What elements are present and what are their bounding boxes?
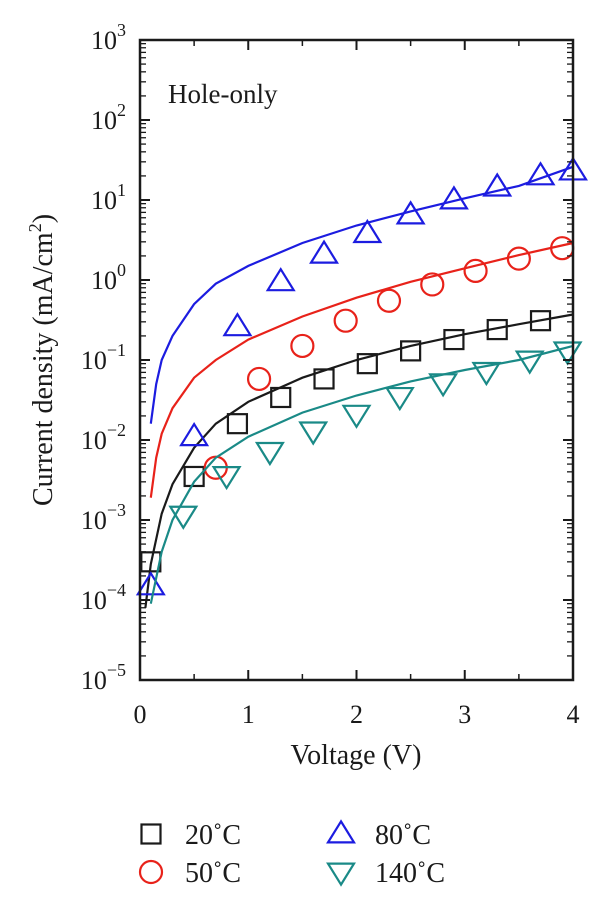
data-point xyxy=(471,361,502,387)
legend-label: 80˚C xyxy=(375,820,431,851)
y-tick-label: 10−4 xyxy=(81,580,126,615)
data-point xyxy=(525,161,556,186)
y-tick-label: 103 xyxy=(91,20,126,55)
legend-marker xyxy=(326,862,356,887)
data-point xyxy=(226,413,249,435)
data-point xyxy=(168,505,199,530)
data-point xyxy=(246,366,272,392)
y-tick-label: 101 xyxy=(91,180,126,215)
y-tick-label-exp: 3 xyxy=(117,20,126,40)
data-point xyxy=(443,328,465,351)
y-tick-label-base: 10 xyxy=(91,186,117,215)
y-tick-label-base: 10 xyxy=(91,266,117,295)
x-tick-label: 1 xyxy=(242,700,255,729)
fit-line xyxy=(149,165,574,424)
x-tick-label: 2 xyxy=(350,700,363,729)
data-point xyxy=(463,258,488,283)
legend-item: 80˚C xyxy=(326,819,431,851)
data-point xyxy=(290,333,315,359)
y-tick-label-base: 10 xyxy=(81,586,107,615)
y-tick-label: 10−2 xyxy=(81,420,126,455)
annotation-label: Hole-only xyxy=(168,79,278,109)
data-point xyxy=(183,465,205,488)
data-point xyxy=(135,571,166,596)
y-tick-label-base: 10 xyxy=(81,426,107,455)
x-tick-label: 4 xyxy=(567,700,580,729)
data-point xyxy=(341,404,372,429)
y-tick-label: 10−1 xyxy=(81,340,126,375)
y-tick-label-exp: −1 xyxy=(107,340,126,360)
y-tick-label-exp: 2 xyxy=(117,100,126,120)
y-axis-title: Current density (mA/cm2) xyxy=(25,214,59,506)
data-point xyxy=(529,310,552,332)
fit-line xyxy=(144,313,574,608)
data-point xyxy=(313,368,335,390)
data-point xyxy=(376,288,402,313)
y-tick-label-base: 10 xyxy=(81,506,107,535)
y-axis-title-sup: 2 xyxy=(25,223,45,232)
data-point xyxy=(482,172,513,197)
legend-label: 140˚C xyxy=(375,858,445,889)
y-tick-label: 10−5 xyxy=(81,660,126,695)
y-tick-label-exp: 1 xyxy=(117,180,126,200)
data-point xyxy=(179,421,210,447)
data-point xyxy=(400,340,422,362)
series-square xyxy=(140,310,574,608)
data-point xyxy=(211,465,242,491)
data-point xyxy=(270,386,292,409)
y-tick-label-base: 10 xyxy=(81,666,107,695)
data-point xyxy=(428,373,459,398)
x-tick-label: 3 xyxy=(458,700,471,729)
y-tick-label: 100 xyxy=(91,260,126,295)
data-point xyxy=(438,185,469,210)
fit-line xyxy=(149,344,574,604)
y-tick-label: 10−3 xyxy=(81,500,126,535)
series-triangle-up xyxy=(135,156,588,596)
y-axis-title-text: Current density (mA/cm xyxy=(28,232,59,506)
data-point xyxy=(420,272,445,297)
series-triangle-down xyxy=(149,341,583,604)
legend-item: 20˚C xyxy=(140,820,241,851)
y-tick-label-exp: 0 xyxy=(117,260,126,280)
y-tick-label-exp: −2 xyxy=(107,420,126,440)
legend-item: 50˚C xyxy=(138,858,241,889)
legend-marker xyxy=(140,823,162,845)
legend-item: 140˚C xyxy=(326,858,445,889)
data-point xyxy=(265,267,296,292)
data-point xyxy=(222,312,253,337)
data-point xyxy=(384,386,415,412)
y-tick-label-exp: −3 xyxy=(107,500,126,520)
y-tick-label-exp: −4 xyxy=(107,580,126,600)
data-point xyxy=(395,200,426,225)
x-axis-title: Voltage (V) xyxy=(291,740,422,771)
legend-marker xyxy=(138,859,164,885)
y-tick-label-base: 10 xyxy=(91,26,117,55)
data-point xyxy=(309,239,339,264)
y-axis-title-close: ) xyxy=(28,214,59,223)
x-tick-label: 0 xyxy=(134,700,147,729)
y-tick-label-base: 10 xyxy=(81,346,107,375)
y-tick-label: 102 xyxy=(91,100,126,135)
legend: 20˚C 50˚C 80˚C 140˚C xyxy=(138,819,445,889)
data-point xyxy=(356,353,378,375)
data-point xyxy=(352,218,383,244)
data-point xyxy=(254,441,285,467)
data-point xyxy=(333,308,358,333)
legend-marker xyxy=(326,819,356,844)
y-tick-label-base: 10 xyxy=(91,106,117,135)
legend-label: 50˚C xyxy=(185,858,241,889)
data-point xyxy=(514,350,545,375)
legend-label: 20˚C xyxy=(185,820,241,851)
y-tick-label-exp: −5 xyxy=(107,660,126,680)
series-layer xyxy=(135,156,588,608)
data-point xyxy=(298,421,329,446)
data-point xyxy=(486,318,508,341)
data-point xyxy=(506,246,531,271)
